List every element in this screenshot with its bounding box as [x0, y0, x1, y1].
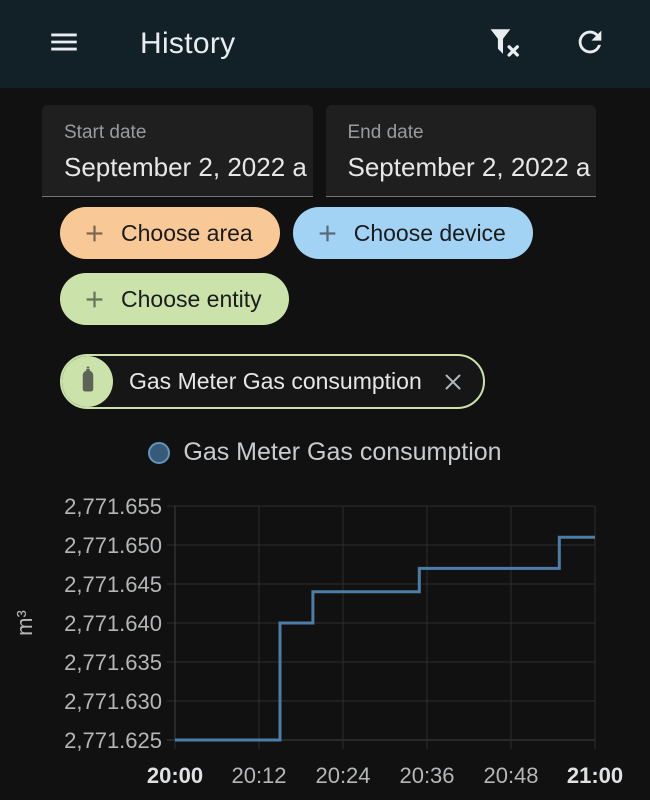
plus-icon — [314, 220, 341, 247]
remove-entity-button[interactable] — [439, 368, 467, 396]
page-title: History — [140, 27, 236, 60]
choose-area-label: Choose area — [121, 219, 253, 246]
start-date-value: September 2, 2022 a — [64, 152, 307, 182]
menu-button[interactable] — [40, 20, 88, 68]
filter-chips: Choose area Choose device Choose entity — [60, 207, 600, 325]
svg-text:2,771.640: 2,771.640 — [64, 611, 162, 636]
end-date-label: End date — [347, 122, 424, 143]
start-date-field[interactable]: Start date September 2, 2022 a — [42, 105, 313, 197]
choose-entity-chip[interactable]: Choose entity — [60, 273, 289, 325]
plus-icon — [81, 286, 108, 313]
choose-device-label: Choose device — [353, 219, 506, 246]
svg-text:20:00: 20:00 — [147, 763, 203, 788]
svg-text:2,771.655: 2,771.655 — [64, 494, 162, 519]
svg-text:20:24: 20:24 — [315, 763, 370, 788]
svg-text:2,771.635: 2,771.635 — [64, 650, 162, 675]
start-date-label: Start date — [64, 122, 147, 143]
entity-avatar — [62, 356, 113, 407]
svg-text:2,771.650: 2,771.650 — [64, 533, 162, 558]
end-date-field[interactable]: End date September 2, 2022 a — [325, 105, 596, 197]
gas-cylinder-icon — [73, 364, 103, 399]
chart-legend: Gas Meter Gas consumption — [0, 438, 650, 467]
choose-area-chip[interactable]: Choose area — [60, 207, 280, 259]
legend-dot[interactable] — [148, 441, 171, 464]
hamburger-icon — [47, 25, 81, 64]
svg-text:21:00: 21:00 — [567, 763, 623, 788]
app-bar: History — [0, 0, 650, 88]
svg-text:2,771.630: 2,771.630 — [64, 689, 162, 714]
history-chart-svg[interactable]: 2,771.625 2,771.630 2,771.635 2,771.640 2,77… — [0, 474, 650, 794]
svg-text:20:48: 20:48 — [483, 763, 538, 788]
svg-text:2,771.645: 2,771.645 — [64, 572, 162, 597]
selected-entity-chip[interactable]: Gas Meter Gas consumption — [60, 354, 485, 409]
choose-device-chip[interactable]: Choose device — [292, 207, 533, 259]
filter-remove-icon — [487, 25, 521, 64]
date-range-row: Start date September 2, 2022 a End date … — [42, 105, 596, 197]
choose-entity-label: Choose entity — [121, 285, 262, 312]
history-chart[interactable]: 2,771.625 2,771.630 2,771.635 2,771.640 2,77… — [0, 474, 650, 794]
plus-icon — [81, 220, 108, 247]
selected-entity-label: Gas Meter Gas consumption — [129, 368, 422, 394]
legend-label[interactable]: Gas Meter Gas consumption — [183, 438, 502, 466]
svg-text:20:36: 20:36 — [399, 763, 454, 788]
refresh-icon — [573, 25, 607, 64]
svg-text:m³: m³ — [12, 610, 37, 636]
end-date-value: September 2, 2022 a — [347, 152, 591, 182]
refresh-button[interactable] — [572, 26, 608, 62]
remove-filters-button[interactable] — [486, 26, 522, 62]
svg-text:2,771.625: 2,771.625 — [64, 728, 162, 753]
svg-text:20:12: 20:12 — [231, 763, 286, 788]
